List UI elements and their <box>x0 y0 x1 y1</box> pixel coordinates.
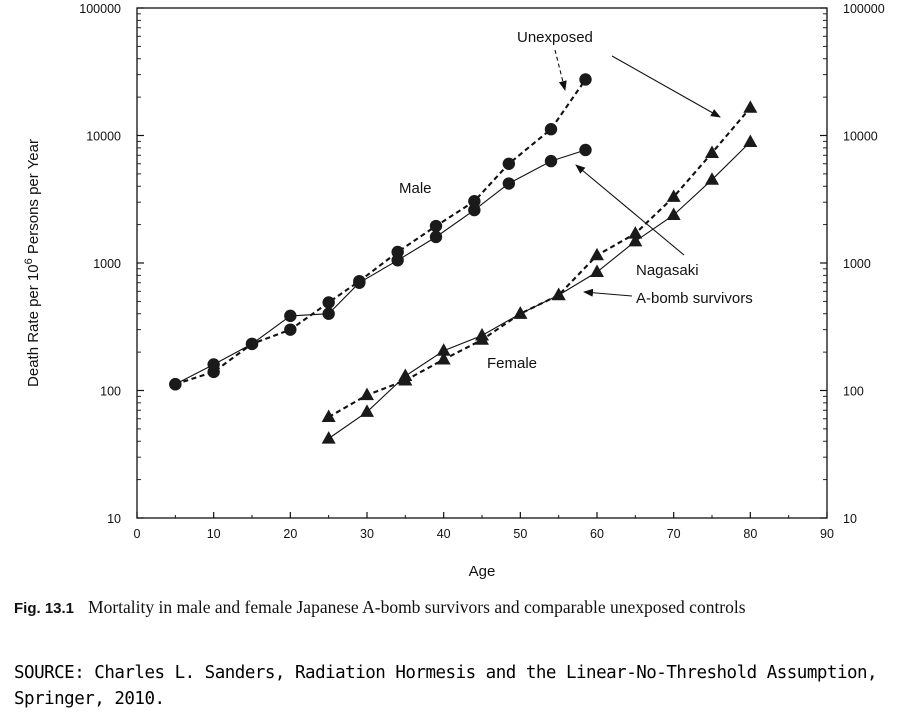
figure-caption-text: Mortality in male and female Japanese A-… <box>88 597 746 617</box>
arrow-nagasaki-male <box>575 164 685 256</box>
data-point-male-nagasaki-a-bomb-survivors <box>207 358 220 371</box>
series-line-male-unexposed <box>174 78 587 386</box>
x-tick-label: 20 <box>283 527 297 541</box>
data-point-female-nagasaki-a-bomb-survivors <box>513 306 528 319</box>
data-point-female-nagasaki-a-bomb-survivors <box>551 287 566 301</box>
y-tick-label-left: 100000 <box>79 2 121 16</box>
data-point-female-nagasaki-a-bomb-survivors <box>590 264 604 278</box>
y-tick-label-right: 1000 <box>843 257 871 271</box>
data-point-female-unexposed <box>705 145 719 158</box>
data-point-male-nagasaki-a-bomb-survivors <box>429 230 443 244</box>
data-point-male-nagasaki-a-bomb-survivors <box>322 307 335 320</box>
data-point-male-nagasaki-a-bomb-survivors <box>353 276 366 289</box>
data-point-male-nagasaki-a-bomb-survivors <box>468 203 481 217</box>
series-line-male-nagasaki-a-bomb-survivors <box>175 149 586 385</box>
data-point-female-nagasaki-a-bomb-survivors <box>436 343 451 356</box>
data-point-female-unexposed <box>743 100 758 113</box>
data-point-female-unexposed <box>360 387 374 401</box>
arrow-survivors-female <box>583 288 633 297</box>
data-point-female-unexposed <box>628 226 643 239</box>
data-point-male-nagasaki-a-bomb-survivors <box>284 309 297 323</box>
data-point-male-nagasaki-a-bomb-survivors <box>169 378 182 391</box>
data-point-female-unexposed <box>590 247 604 261</box>
y-tick-label-right: 10 <box>843 512 857 526</box>
source-citation: SOURCE: Charles L. Sanders, Radiation Ho… <box>14 663 878 709</box>
y-tick-label-left: 10 <box>107 512 121 526</box>
y-tick-label-left: 10000 <box>86 130 121 144</box>
data-point-female-nagasaki-a-bomb-survivors <box>475 328 489 341</box>
figure-caption: Fig. 13.1 Mortality in male and female Ja… <box>14 596 890 620</box>
y-axis-title: Death Rate per 106 Persons per Year <box>23 139 42 387</box>
x-tick-label: 80 <box>743 527 757 541</box>
x-tick-label: 70 <box>667 527 681 541</box>
data-point-female-nagasaki-a-bomb-survivors <box>705 172 719 185</box>
plot-frame <box>136 7 828 519</box>
x-tick-label: 0 <box>134 527 141 541</box>
x-tick-label: 50 <box>513 527 527 541</box>
x-tick-label: 40 <box>437 527 451 541</box>
annotation-female: Female <box>487 355 537 372</box>
arrow-unexposed-female <box>611 55 721 118</box>
data-point-male-nagasaki-a-bomb-survivors <box>579 143 592 157</box>
data-point-female-nagasaki-a-bomb-survivors <box>360 404 374 417</box>
data-point-female-unexposed <box>436 352 451 365</box>
data-point-male-unexposed <box>284 323 297 336</box>
annotation-unexposed: Unexposed <box>517 29 593 46</box>
mortality-chart: 0 10 20 30 40 50 60 70 80 90 10 100 1000 10000 100000… <box>23 2 885 580</box>
data-point-female-nagasaki-a-bomb-survivors <box>743 134 758 147</box>
data-point-female-nagasaki-a-bomb-survivors <box>321 431 336 444</box>
arrow-unexposed-male <box>554 49 567 91</box>
series-line-female-nagasaki-a-bomb-survivors <box>328 141 751 439</box>
x-axis-title: Age <box>469 563 496 580</box>
y-tick-label-right: 100 <box>843 385 864 399</box>
annotation-male: Male <box>399 180 432 197</box>
data-point-male-unexposed <box>468 195 481 208</box>
x-tick-label: 30 <box>360 527 374 541</box>
data-point-male-nagasaki-a-bomb-survivors <box>391 254 404 267</box>
data-point-male-unexposed <box>322 296 335 309</box>
x-tick-label: 90 <box>820 527 834 541</box>
y-tick-label-left: 1000 <box>93 257 121 271</box>
data-point-male-nagasaki-a-bomb-survivors <box>502 177 516 190</box>
data-point-female-nagasaki-a-bomb-survivors <box>666 207 681 221</box>
x-tick-label: 60 <box>590 527 604 541</box>
y-tick-label-right: 100000 <box>843 2 885 16</box>
data-point-male-unexposed <box>502 157 516 170</box>
data-point-male-nagasaki-a-bomb-survivors <box>544 154 558 168</box>
data-point-male-nagasaki-a-bomb-survivors <box>245 337 259 351</box>
data-point-female-nagasaki-a-bomb-survivors <box>398 368 413 382</box>
data-point-male-unexposed <box>579 73 592 86</box>
data-point-male-unexposed <box>544 123 558 136</box>
data-point-female-nagasaki-a-bomb-survivors <box>628 233 643 247</box>
y-tick-label-right: 10000 <box>843 130 878 144</box>
annotation-a-bomb-survivors: A-bomb survivors <box>636 290 753 307</box>
x-tick-label: 10 <box>207 527 221 541</box>
data-point-female-unexposed <box>321 409 336 423</box>
figure-number: Fig. 13.1 <box>14 600 75 617</box>
data-point-female-unexposed <box>666 189 681 202</box>
data-point-male-unexposed <box>429 219 443 233</box>
annotation-nagasaki: Nagasaki <box>636 262 699 279</box>
y-tick-label-left: 100 <box>100 385 121 399</box>
